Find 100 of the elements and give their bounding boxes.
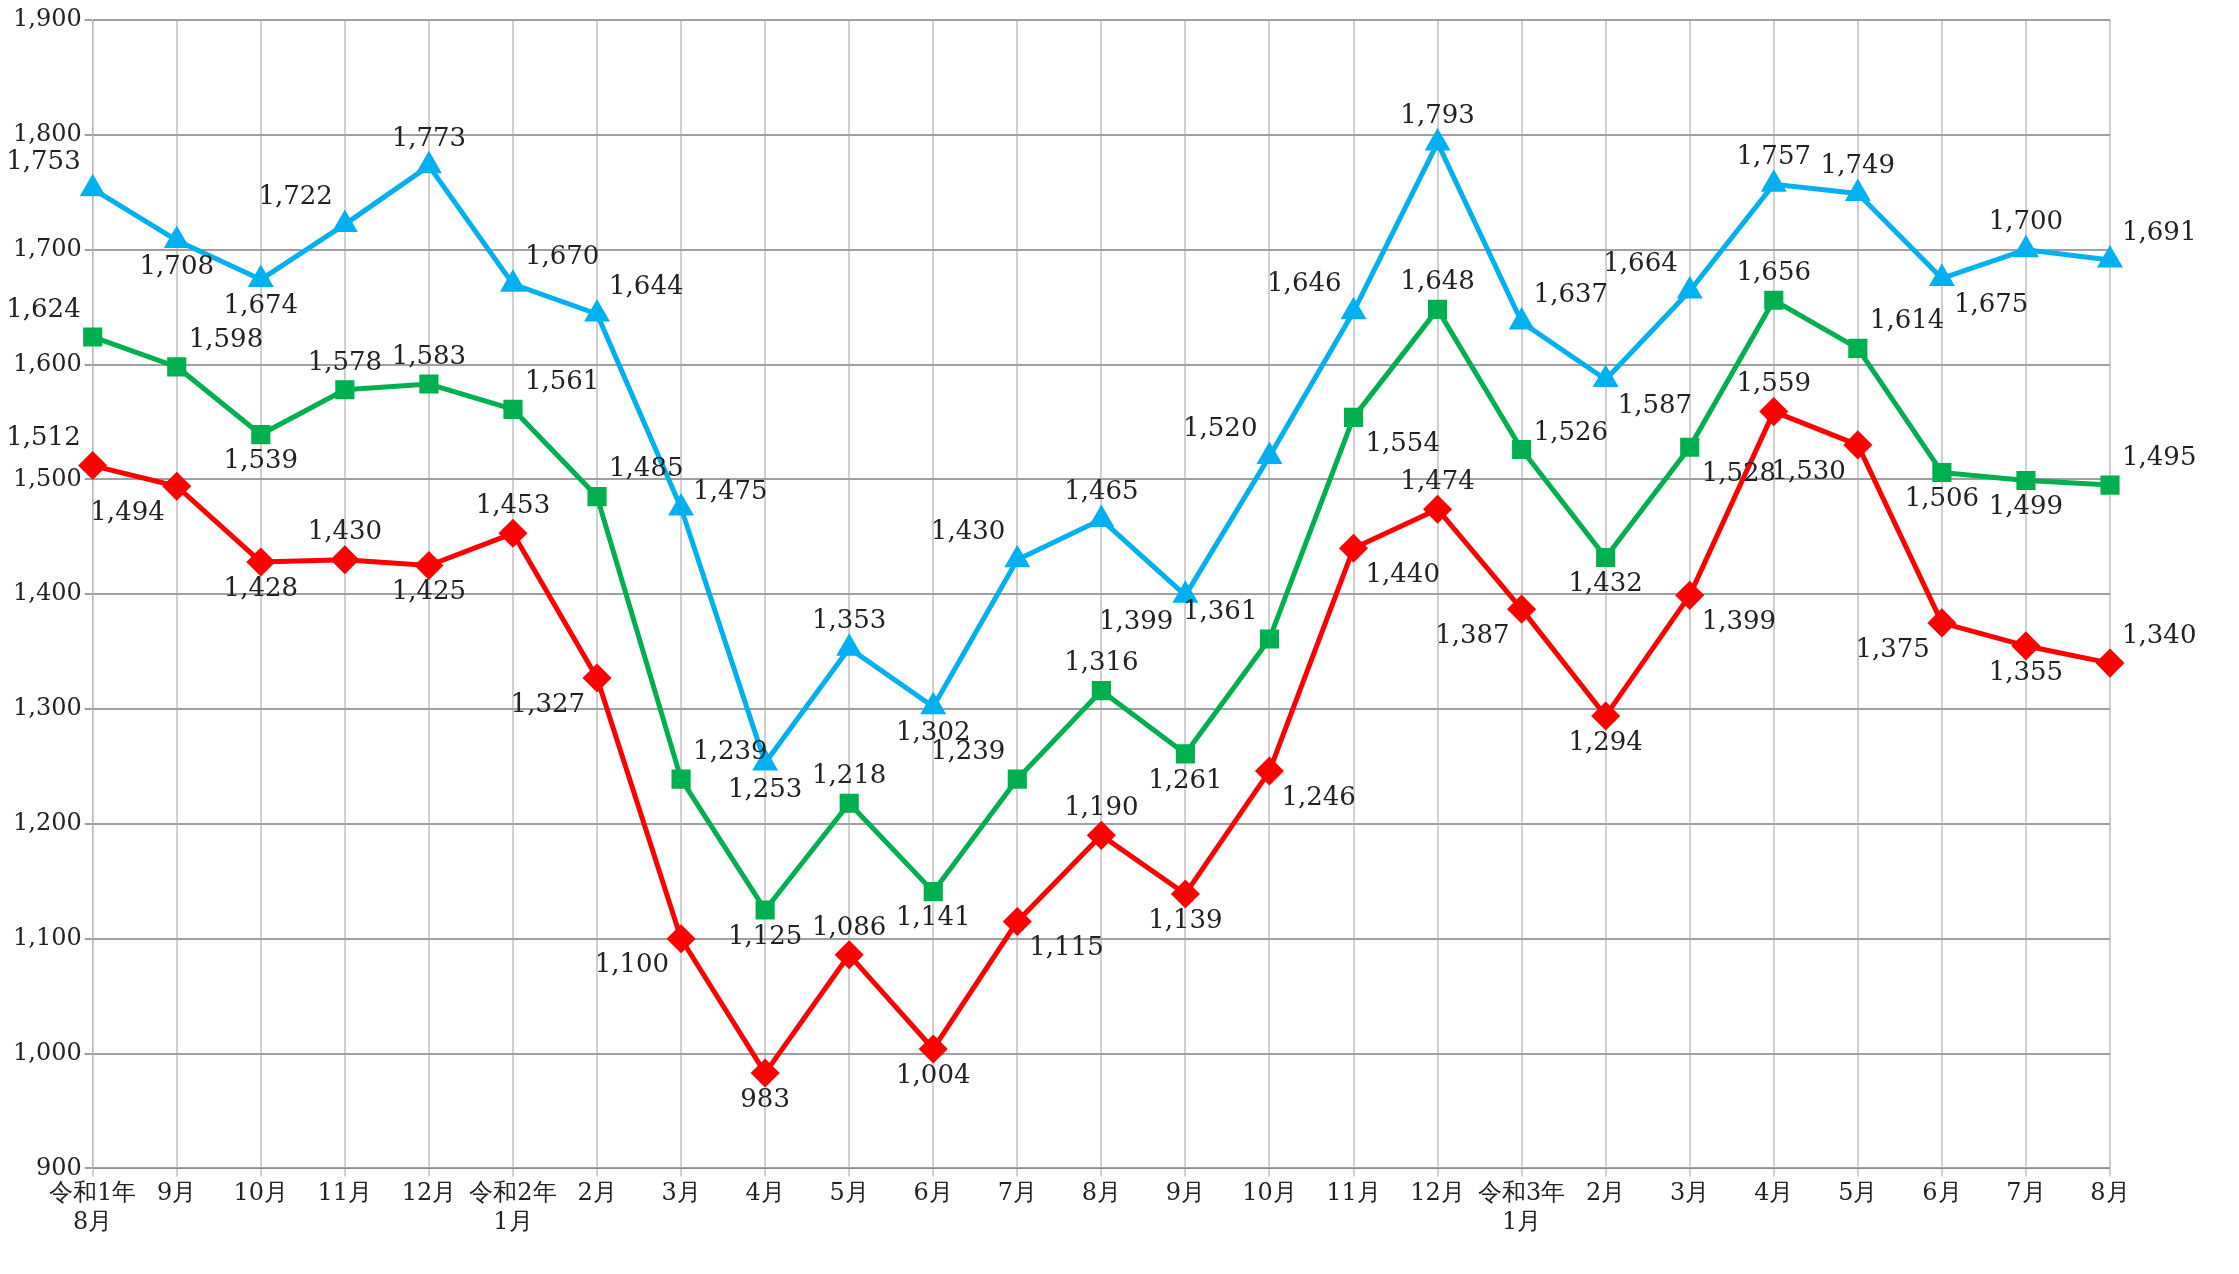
x-tick-label: 2月 xyxy=(1586,1178,1626,1207)
point xyxy=(163,472,191,500)
point xyxy=(1508,595,1536,623)
point xyxy=(1592,702,1620,730)
point xyxy=(919,1035,947,1063)
data-label: 1,506 xyxy=(1904,482,1980,513)
point xyxy=(1087,821,1115,849)
point xyxy=(587,487,607,507)
data-label: 1,465 xyxy=(1064,475,1139,506)
y-tick-label: 1,100 xyxy=(12,922,82,951)
data-label: 1,141 xyxy=(896,901,971,932)
data-label: 1,387 xyxy=(1435,618,1510,649)
data-label: 1,664 xyxy=(1603,246,1678,277)
point xyxy=(419,374,439,394)
x-tick-label: 5月 xyxy=(1838,1178,1878,1207)
point xyxy=(1928,609,1956,637)
data-label: 1,675 xyxy=(1953,288,2029,319)
point xyxy=(1676,581,1704,609)
x-tick-label: 10月 xyxy=(233,1178,289,1207)
y-tick-label: 1,400 xyxy=(12,578,82,607)
x-tick-label: 令和3年 1月 xyxy=(1477,1178,1566,1235)
point xyxy=(1844,431,1872,459)
data-label: 1,100 xyxy=(594,948,670,979)
x-tick-label: 2月 xyxy=(577,1178,617,1207)
data-label: 1,644 xyxy=(609,269,684,300)
point xyxy=(503,399,523,419)
point xyxy=(1340,534,1368,562)
point xyxy=(335,380,355,400)
y-tick-label: 1,200 xyxy=(12,808,82,837)
data-label: 1,583 xyxy=(391,339,467,370)
x-tick-label: 5月 xyxy=(829,1178,869,1207)
point xyxy=(499,519,527,547)
point xyxy=(1760,398,1788,426)
point xyxy=(1424,495,1452,523)
data-label: 1,399 xyxy=(1098,605,1174,636)
data-label: 1,086 xyxy=(811,910,887,941)
point xyxy=(671,769,691,789)
y-tick-label: 1,700 xyxy=(12,233,82,262)
data-label: 1,432 xyxy=(1568,567,1643,598)
data-label: 1,587 xyxy=(1617,389,1693,420)
y-tick-label: 1,900 xyxy=(12,4,82,33)
x-tick-label: 12月 xyxy=(1410,1178,1465,1207)
data-label: 1,656 xyxy=(1736,255,1811,286)
x-tick-label: 9月 xyxy=(1165,1178,1206,1207)
data-label: 1,494 xyxy=(90,496,165,526)
x-tick-label: 令和1年 8月 xyxy=(49,1178,137,1235)
data-label: 1,539 xyxy=(223,444,299,475)
x-tick-label: 7月 xyxy=(997,1178,1037,1207)
data-label: 1,428 xyxy=(223,571,299,602)
data-label: 1,425 xyxy=(391,575,467,606)
y-tick-label: 1,600 xyxy=(12,348,82,377)
data-label: 1,526 xyxy=(1533,416,1609,447)
data-label: 1,125 xyxy=(727,919,803,950)
y-tick-label: 1,500 xyxy=(12,463,82,492)
data-label: 1,316 xyxy=(1064,646,1139,677)
data-label: 1,294 xyxy=(1568,725,1643,756)
point xyxy=(1343,407,1364,427)
data-label: 1,559 xyxy=(1736,367,1811,398)
data-label: 1,340 xyxy=(2122,618,2197,649)
data-label: 1,793 xyxy=(1400,98,1475,129)
data-label: 1,430 xyxy=(930,515,1006,546)
point xyxy=(667,925,695,953)
x-tick-label: 9月 xyxy=(157,1178,197,1207)
x-tick-label: 11月 xyxy=(317,1178,373,1207)
data-label: 1,115 xyxy=(1029,931,1104,962)
data-label: 1,355 xyxy=(1988,655,2064,686)
data-label: 1,004 xyxy=(896,1058,971,1089)
point xyxy=(1091,681,1111,701)
data-label: 1,495 xyxy=(2122,440,2197,471)
point xyxy=(1175,744,1195,764)
data-label: 1,674 xyxy=(223,289,299,320)
point xyxy=(1171,880,1199,908)
data-label: 1,253 xyxy=(727,772,803,803)
point xyxy=(755,900,775,920)
point xyxy=(751,1059,779,1087)
data-label: 1,474 xyxy=(1400,464,1475,495)
point xyxy=(1512,439,1532,460)
data-label: 1,246 xyxy=(1281,780,1356,811)
point xyxy=(835,941,863,969)
x-tick-label: 6月 xyxy=(913,1178,953,1207)
data-label: 1,440 xyxy=(1365,558,1440,589)
point xyxy=(1932,462,1952,483)
point xyxy=(1007,769,1027,789)
point xyxy=(247,548,275,576)
point xyxy=(2096,649,2124,677)
data-label: 1,637 xyxy=(1533,277,1609,308)
data-label: 1,757 xyxy=(1736,139,1811,170)
x-tick-label: 4月 xyxy=(745,1178,785,1207)
x-tick-label: 11月 xyxy=(1326,1178,1381,1207)
data-label: 1,190 xyxy=(1064,791,1139,822)
data-label: 1,722 xyxy=(258,180,333,211)
data-label: 983 xyxy=(740,1082,790,1113)
x-tick-label: 12月 xyxy=(401,1178,457,1207)
point xyxy=(415,551,443,579)
point xyxy=(83,327,103,347)
data-label: 1,353 xyxy=(811,603,887,634)
x-tick-label: 令和2年 1月 xyxy=(469,1178,557,1235)
data-label: 1,361 xyxy=(1183,594,1258,625)
data-label: 1,430 xyxy=(307,515,383,546)
point xyxy=(251,425,271,445)
